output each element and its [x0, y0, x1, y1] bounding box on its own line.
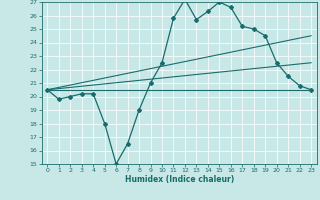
X-axis label: Humidex (Indice chaleur): Humidex (Indice chaleur) — [124, 175, 234, 184]
